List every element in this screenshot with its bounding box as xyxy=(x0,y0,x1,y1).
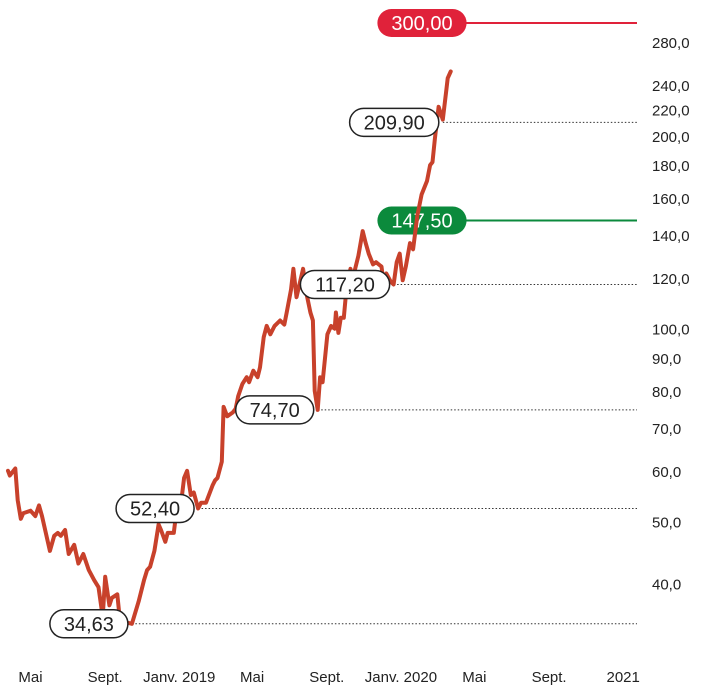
x-axis: Mai Sept. Janv. 2019 Mai Sept. Janv. 2020 Mai S… xyxy=(18,669,639,686)
y-tick-label: 60,0 xyxy=(652,464,681,481)
level-badges: 34,63 52,40 74,70 117,20 209,90 xyxy=(49,107,440,639)
x-tick-label: Sept. xyxy=(309,669,344,686)
level-badge-box xyxy=(49,609,129,639)
level-badge-box xyxy=(299,269,391,300)
target-badge-box xyxy=(377,206,467,235)
y-tick-label: 140,0 xyxy=(652,228,690,245)
y-tick-label: 100,0 xyxy=(652,322,690,339)
y-tick-label: 90,0 xyxy=(652,351,681,368)
x-tick-label: Sept. xyxy=(532,669,567,686)
x-tick-label: Janv. 2020 xyxy=(365,669,437,686)
y-tick-label: 50,0 xyxy=(652,515,681,532)
target-badge-label: 147,50 xyxy=(391,211,452,233)
x-tick-label: Janv. 2019 xyxy=(143,669,215,686)
level-badge-label: 209,90 xyxy=(364,112,425,134)
level-badge-label: 117,20 xyxy=(315,275,375,297)
level-badge-box xyxy=(348,107,440,138)
y-tick-label: 240,0 xyxy=(652,78,690,95)
level-badge-label: 34,63 xyxy=(64,614,114,636)
target-badge-box xyxy=(377,9,467,37)
y-tick-label: 160,0 xyxy=(652,191,690,208)
y-tick-label: 180,0 xyxy=(652,158,690,175)
x-tick-label: Mai xyxy=(240,669,264,686)
x-tick-label: Mai xyxy=(18,669,42,686)
y-tick-label: 220,0 xyxy=(652,102,690,119)
y-tick-label: 120,0 xyxy=(652,271,690,288)
y-tick-label: 80,0 xyxy=(652,384,681,401)
y-tick-label: 280,0 xyxy=(652,35,690,52)
level-badge-box xyxy=(234,395,315,425)
x-tick-label: 2021 xyxy=(606,669,639,686)
price-targets: 147,50 300,00 xyxy=(377,9,637,235)
x-tick-label: Mai xyxy=(462,669,486,686)
x-tick-label: Sept. xyxy=(88,669,123,686)
y-tick-label: 40,0 xyxy=(652,577,681,594)
price-series xyxy=(6,69,453,626)
y-tick-label: 70,0 xyxy=(652,421,681,438)
y-tick-label: 200,0 xyxy=(652,129,690,146)
level-badge-box xyxy=(115,493,195,524)
y-axis: 40,0 50,0 60,0 70,0 80,0 90,0 100,0 120,0 140,0 1… xyxy=(652,35,690,593)
level-badge-label: 52,40 xyxy=(130,499,180,521)
level-badge-label: 74,70 xyxy=(250,400,300,422)
price-levels xyxy=(131,121,637,625)
target-badge-label: 300,00 xyxy=(391,13,452,35)
price-line xyxy=(6,69,453,626)
